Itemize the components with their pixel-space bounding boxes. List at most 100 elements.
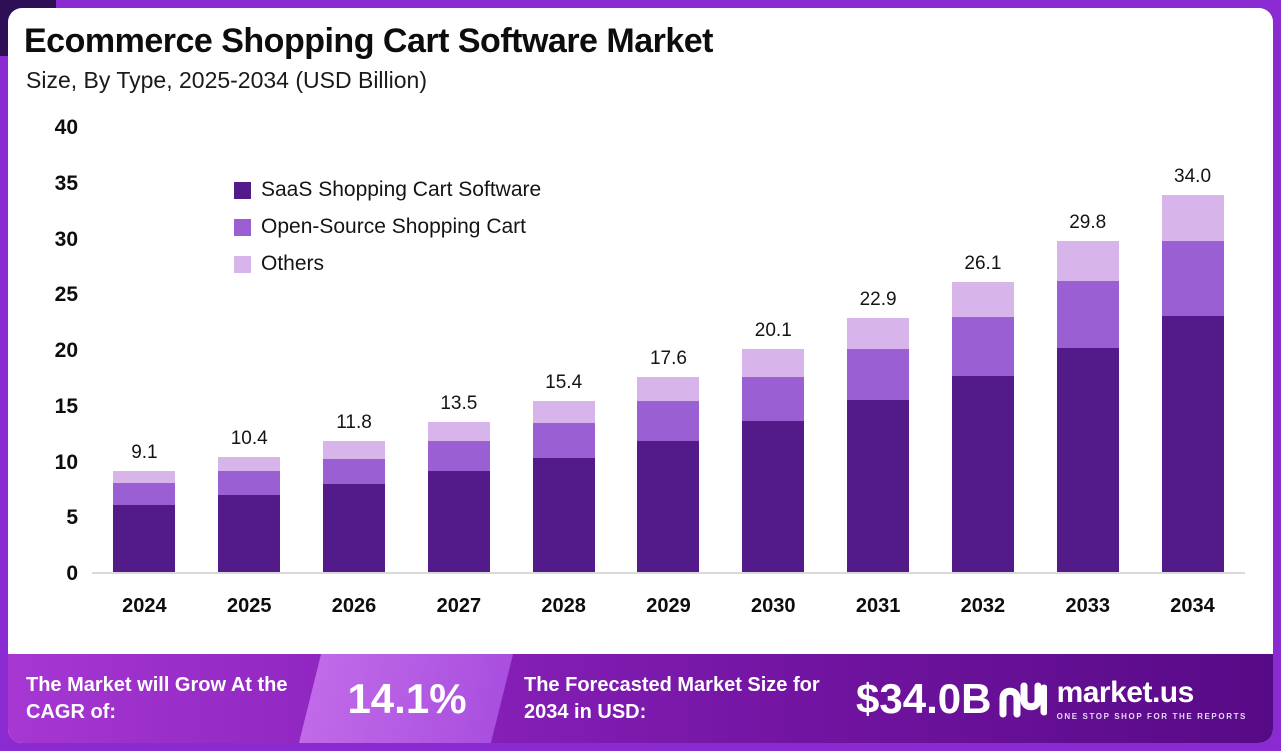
brand-tagline: ONE STOP SHOP FOR THE REPORTS (1056, 712, 1247, 721)
bar-segment (847, 399, 910, 572)
bar-segment (1161, 315, 1224, 572)
brand-text: market.us ONE STOP SHOP FOR THE REPORTS (1057, 676, 1247, 721)
bar-segment (742, 376, 805, 422)
legend-item: Open-Source Shopping Cart (234, 215, 541, 239)
bar-total-label: 20.1 (754, 319, 792, 341)
bar-total-label: 11.8 (336, 412, 372, 434)
bar-segment (742, 348, 805, 377)
y-tick-label: 30 (54, 227, 78, 251)
y-tick-label: 40 (54, 116, 78, 139)
bar-segment (1161, 194, 1224, 242)
bar-segment (532, 457, 595, 572)
legend-swatch (234, 218, 251, 236)
marketus-logo-icon (999, 682, 1047, 717)
bar-column: 20.1 2030 (721, 128, 826, 617)
bar-total-label: 34.0 (1174, 165, 1212, 187)
legend-swatch (234, 181, 251, 199)
bar-column: 11.8 2026 (302, 128, 407, 617)
legend-item: SaaS Shopping Cart Software (234, 178, 541, 202)
y-tick-label: 35 (54, 171, 78, 195)
stacked-bar-chart: 0 5 10 15 20 25 30 35 40 SaaS Shopping Cart Soft… (20, 116, 1245, 617)
footer-banner: The Market will Grow At the CAGR of: 14.… (8, 654, 1273, 743)
bar-column: 9.1 2024 (92, 128, 197, 617)
legend-label: Open-Source Shopping Cart (261, 215, 526, 238)
x-axis-label: 2026 (331, 595, 377, 617)
x-axis-label: 2031 (855, 595, 901, 617)
bar-segment (323, 484, 386, 572)
bar-column: 29.8 2033 (1035, 128, 1140, 617)
brand-name: market.us (1056, 676, 1195, 709)
bar-segment (427, 441, 490, 471)
chart-header: Ecommerce Shopping Cart Software Market … (8, 8, 1273, 94)
y-tick-label: 25 (54, 283, 78, 307)
page-subtitle: Size, By Type, 2025-2034 (USD Billion) (26, 67, 427, 93)
bar-segment (218, 495, 281, 572)
y-tick-label: 10 (54, 450, 78, 474)
bar-total-label: 17.6 (649, 347, 687, 369)
bar-segment (1056, 241, 1119, 282)
bar-segment (951, 282, 1014, 317)
bar-segment (847, 317, 910, 349)
bar-column: 22.9 2031 (826, 128, 931, 617)
page-frame: Ecommerce Shopping Cart Software Market … (8, 8, 1273, 743)
bar-total-label: 9.1 (131, 442, 158, 464)
cagr-value: 14.1% (347, 674, 467, 722)
bar-column: 13.5 2027 (406, 128, 511, 617)
bar-segment (951, 316, 1014, 376)
bar-total-label: 29.8 (1069, 212, 1107, 234)
x-axis-label: 2029 (646, 595, 691, 617)
bar-segment (323, 458, 386, 485)
bar-segment (113, 483, 176, 506)
x-axis-label: 2024 (122, 595, 167, 617)
x-axis-label: 2033 (1065, 595, 1110, 617)
bar-column: 34.0 2034 (1140, 128, 1245, 617)
x-axis-label: 2025 (226, 595, 272, 617)
bar-total-label: 26.1 (964, 253, 1002, 275)
bar-segment (637, 376, 700, 402)
bar-segment (218, 471, 281, 496)
legend-swatch (234, 255, 251, 273)
chart-legend: SaaS Shopping Cart Software Open-Source S… (234, 178, 541, 276)
bar-segment (847, 348, 910, 400)
bar-segment (323, 441, 386, 459)
bar-segment (427, 471, 490, 572)
bar-segment (1161, 241, 1224, 316)
bar-segment (113, 471, 176, 484)
forecast-value: $34.0B (856, 674, 992, 722)
bar-total-label: 15.4 (545, 372, 583, 394)
bar-segment (951, 375, 1014, 572)
bar-total-label: 10.4 (230, 427, 268, 449)
bar-segment (218, 456, 281, 472)
bar-segment (637, 401, 700, 442)
y-tick-label: 5 (66, 506, 78, 530)
bar-column: 10.4 2025 (197, 128, 302, 617)
page-title: Ecommerce Shopping Cart Software Market (24, 22, 714, 60)
x-axis-label: 2028 (541, 595, 586, 617)
y-axis: 0 5 10 15 20 25 30 35 40 (20, 116, 92, 585)
bar-column: 17.6 2029 (616, 128, 721, 617)
y-tick-label: 0 (66, 562, 78, 585)
bar-segment (637, 441, 700, 572)
plot-area: SaaS Shopping Cart Software Open-Source S… (92, 128, 1245, 617)
bar-column: 15.4 2028 (511, 128, 616, 617)
bar-total-label: 22.9 (859, 288, 897, 310)
bar-segment (532, 401, 595, 424)
bar-total-label: 13.5 (440, 393, 478, 415)
bar-segment (532, 423, 595, 458)
cagr-label: The Market will Grow At the CAGR of: (26, 673, 288, 723)
bar-segment (1056, 281, 1119, 348)
forecast-label: The Forecasted Market Size for 2034 in U… (524, 673, 820, 723)
legend-label: SaaS Shopping Cart Software (261, 178, 542, 201)
bar-segment (113, 505, 176, 572)
brand-block: market.us ONE STOP SHOP FOR THE REPORTS (997, 676, 1247, 721)
bar-column: 26.1 2032 (931, 128, 1036, 617)
x-axis-label: 2027 (436, 595, 482, 617)
x-axis-label: 2030 (751, 595, 796, 617)
y-tick-label: 15 (54, 394, 78, 418)
x-axis-label: 2032 (960, 595, 1006, 617)
bar-segment (742, 421, 805, 572)
bar-segment (1056, 347, 1119, 572)
x-axis-label: 2034 (1170, 595, 1215, 617)
bar-segment (427, 422, 490, 442)
legend-item: Others (234, 252, 541, 276)
